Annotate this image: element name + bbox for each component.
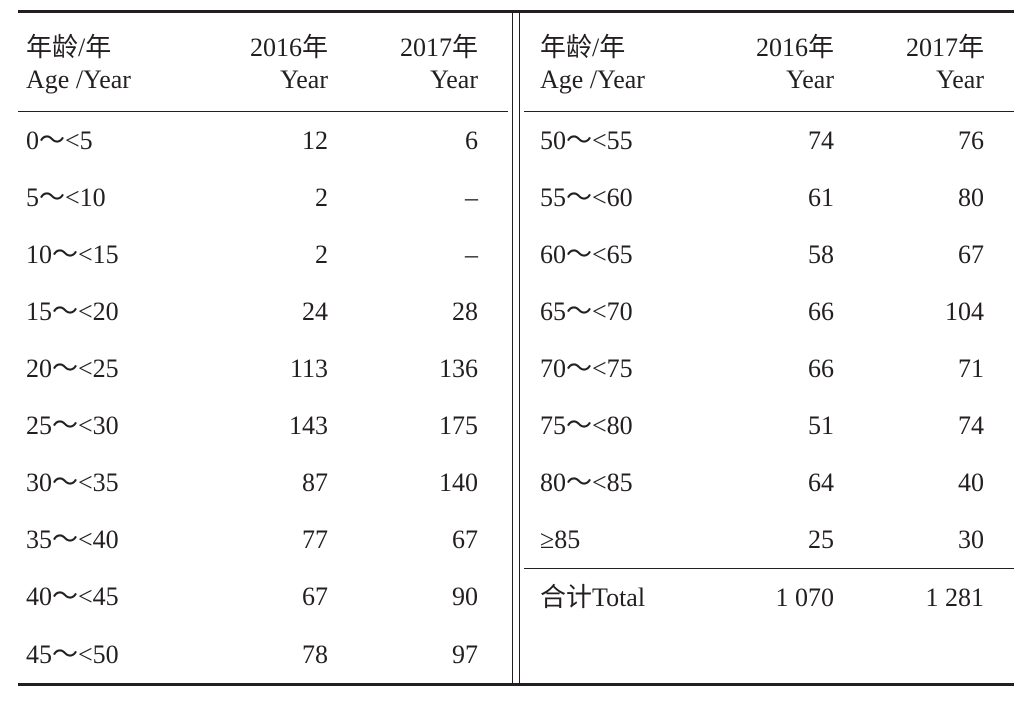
column-divider: [508, 283, 524, 340]
total-2016: 1 070: [694, 569, 864, 627]
col-2017-header-bot: Year: [358, 65, 508, 112]
val-2017: 140: [358, 454, 508, 511]
col-2016-header-bot: Year: [188, 65, 358, 112]
val-2016: 64: [694, 454, 864, 511]
val-2016: 66: [694, 283, 864, 340]
col-2016-header-bot-r: Year: [694, 65, 864, 112]
column-divider: [508, 569, 524, 627]
val-2017: 28: [358, 283, 508, 340]
val-2017: 97: [358, 626, 508, 685]
val-2016: 113: [188, 340, 358, 397]
val-2017: 67: [864, 226, 1014, 283]
table-row: 35～<40 77 67 ≥85 25 30: [18, 511, 1014, 569]
column-divider: [508, 454, 524, 511]
age-cell: 40～<45: [18, 569, 188, 627]
val-2017: 6: [358, 112, 508, 170]
val-2016: 66: [694, 340, 864, 397]
col-2016-header-top: 2016年: [188, 12, 358, 66]
col-age-header-bot-r: Age /Year: [524, 65, 694, 112]
table-row: 30～<35 87 140 80～<85 64 40: [18, 454, 1014, 511]
col-age-header-top: 年龄/年: [18, 12, 188, 66]
age-cell: 25～<30: [18, 397, 188, 454]
val-2017: 30: [864, 511, 1014, 569]
val-2017: –: [358, 169, 508, 226]
age-cell: ≥85: [524, 511, 694, 569]
table-row: 20～<25 113 136 70～<75 66 71: [18, 340, 1014, 397]
column-divider: [508, 12, 524, 66]
age-cell: 80～<85: [524, 454, 694, 511]
table-row: 25～<30 143 175 75～<80 51 74: [18, 397, 1014, 454]
column-divider: [508, 169, 524, 226]
age-cell: 65～<70: [524, 283, 694, 340]
table-header-row-2: Age /Year Year Year Age /Year Year Year: [18, 65, 1014, 112]
age-cell: 15～<20: [18, 283, 188, 340]
val-2016: 51: [694, 397, 864, 454]
val-2016: 78: [188, 626, 358, 685]
val-2017: 76: [864, 112, 1014, 170]
table-row: 15～<20 24 28 65～<70 66 104: [18, 283, 1014, 340]
column-divider: [508, 626, 524, 685]
val-2016: 77: [188, 511, 358, 569]
col-2017-header-bot-r: Year: [864, 65, 1014, 112]
val-2016: 87: [188, 454, 358, 511]
val-2017: –: [358, 226, 508, 283]
val-2016: 74: [694, 112, 864, 170]
empty-cell: [524, 626, 694, 685]
age-cell: 60～<65: [524, 226, 694, 283]
val-2016: 61: [694, 169, 864, 226]
empty-cell: [864, 626, 1014, 685]
age-cell: 75～<80: [524, 397, 694, 454]
val-2017: 71: [864, 340, 1014, 397]
table-row: 0～<5 12 6 50～<55 74 76: [18, 112, 1014, 170]
val-2017: 175: [358, 397, 508, 454]
empty-cell: [694, 626, 864, 685]
age-cell: 10～<15: [18, 226, 188, 283]
table-header-row-1: 年龄/年 2016年 2017年 年龄/年 2016年 2017年: [18, 12, 1014, 66]
age-cell: 55～<60: [524, 169, 694, 226]
val-2017: 80: [864, 169, 1014, 226]
column-divider: [508, 397, 524, 454]
col-2016-header-top-r: 2016年: [694, 12, 864, 66]
total-2017: 1 281: [864, 569, 1014, 627]
val-2017: 74: [864, 397, 1014, 454]
val-2016: 143: [188, 397, 358, 454]
val-2016: 58: [694, 226, 864, 283]
val-2016: 67: [188, 569, 358, 627]
page: 年龄/年 2016年 2017年 年龄/年 2016年 2017年 Age /Y…: [0, 0, 1028, 719]
table-row: 40～<45 67 90 合计Total 1 070 1 281: [18, 569, 1014, 627]
table-row: 5～<10 2 – 55～<60 61 80: [18, 169, 1014, 226]
age-cell: 35～<40: [18, 511, 188, 569]
val-2017: 90: [358, 569, 508, 627]
val-2016: 2: [188, 226, 358, 283]
total-label: 合计Total: [524, 569, 694, 627]
age-cell: 20～<25: [18, 340, 188, 397]
col-2017-header-top-r: 2017年: [864, 12, 1014, 66]
col-2017-header-top: 2017年: [358, 12, 508, 66]
table-row: 45～<50 78 97: [18, 626, 1014, 685]
age-cell: 30～<35: [18, 454, 188, 511]
age-cell: 70～<75: [524, 340, 694, 397]
val-2016: 2: [188, 169, 358, 226]
column-divider: [508, 511, 524, 569]
val-2016: 25: [694, 511, 864, 569]
table-row: 10～<15 2 – 60～<65 58 67: [18, 226, 1014, 283]
age-cell: 45～<50: [18, 626, 188, 685]
val-2017: 67: [358, 511, 508, 569]
val-2016: 12: [188, 112, 358, 170]
age-cell: 0～<5: [18, 112, 188, 170]
val-2017: 40: [864, 454, 1014, 511]
column-divider: [508, 340, 524, 397]
col-age-header-top-r: 年龄/年: [524, 12, 694, 66]
column-divider: [508, 65, 524, 112]
column-divider: [508, 112, 524, 170]
age-distribution-table: 年龄/年 2016年 2017年 年龄/年 2016年 2017年 Age /Y…: [18, 10, 1014, 686]
column-divider: [508, 226, 524, 283]
val-2016: 24: [188, 283, 358, 340]
age-cell: 5～<10: [18, 169, 188, 226]
val-2017: 104: [864, 283, 1014, 340]
col-age-header-bot: Age /Year: [18, 65, 188, 112]
val-2017: 136: [358, 340, 508, 397]
age-cell: 50～<55: [524, 112, 694, 170]
